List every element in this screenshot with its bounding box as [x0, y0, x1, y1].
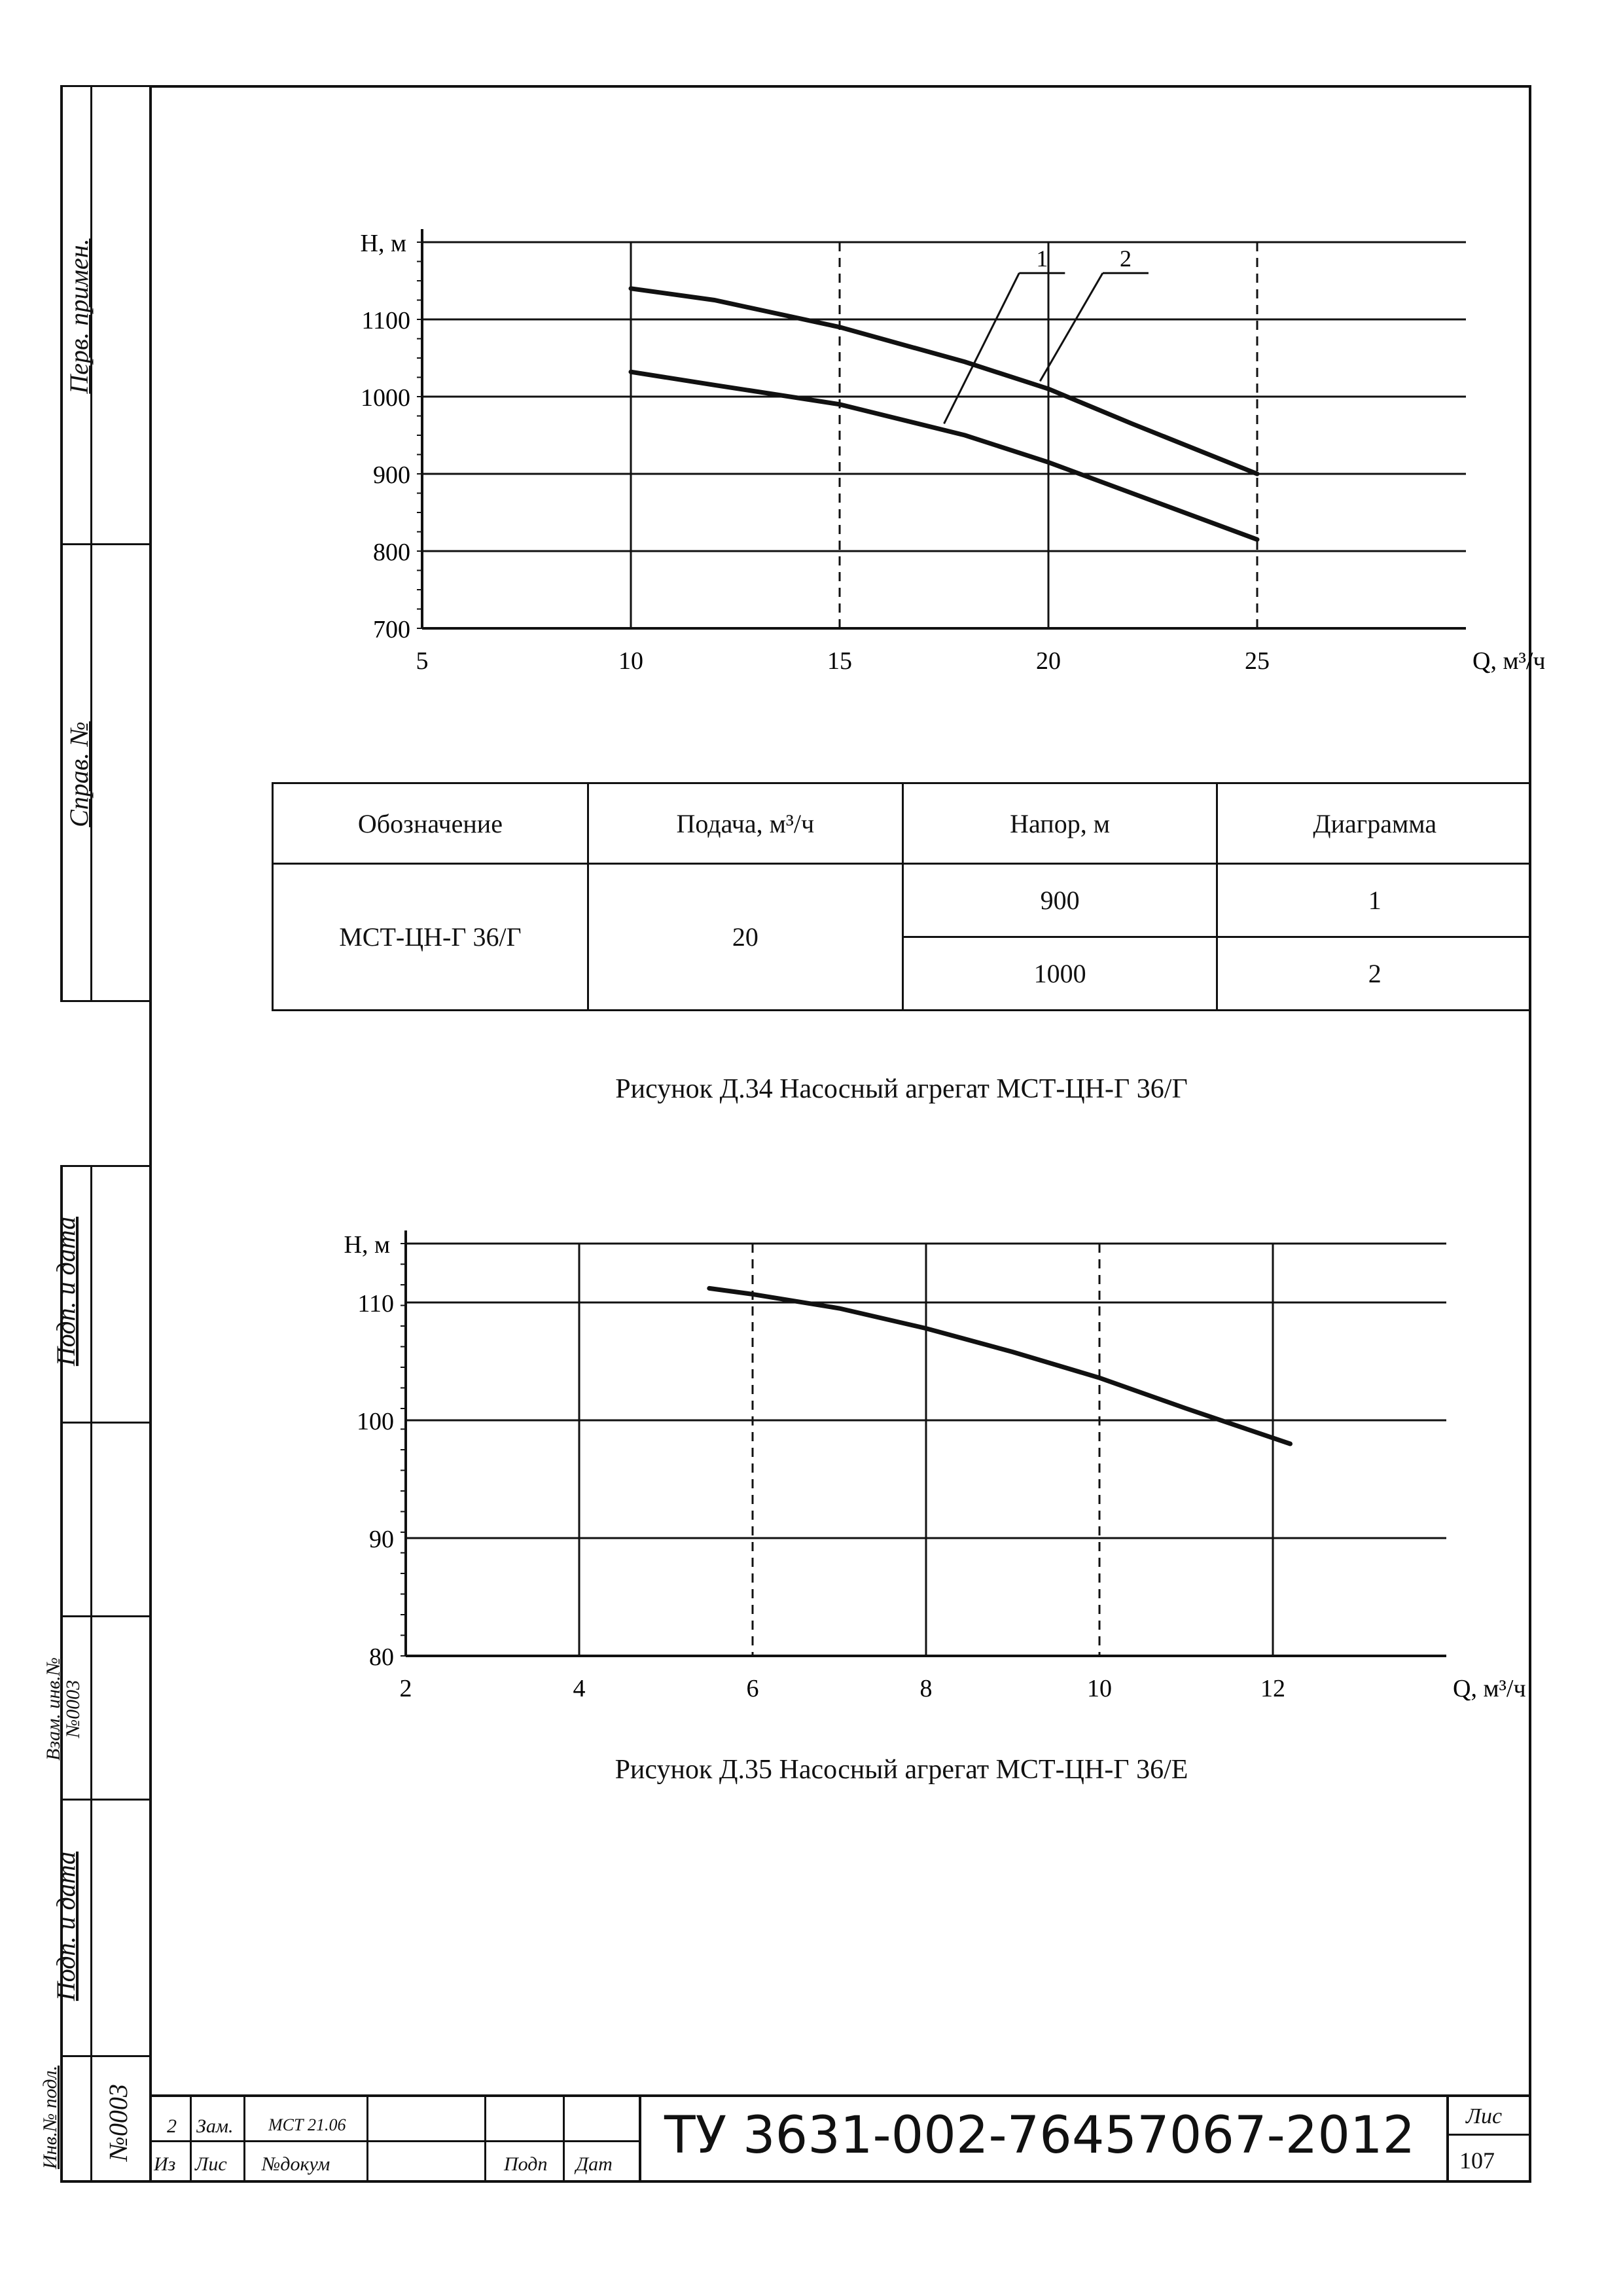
- x-tick-label: 4: [573, 1675, 586, 1702]
- y-axis-label: Н, м: [361, 230, 407, 257]
- x-tick-label: 15: [827, 647, 852, 675]
- sidebar-sprav-no: Справ. №: [64, 721, 94, 827]
- table-cell-head-1: 900: [901, 863, 1219, 938]
- sidebar-vzam-inv-num: №0003: [62, 1679, 84, 1738]
- y-tick-label: 80: [369, 1643, 394, 1671]
- title-block-rev-num: 2: [167, 2115, 177, 2137]
- x-tick-label: 10: [1087, 1675, 1112, 1702]
- table-header-head: Напор, м: [901, 782, 1219, 865]
- table-header-flow: Подача, м³/ч: [586, 782, 904, 865]
- y-tick-label: 100: [357, 1408, 394, 1435]
- chart-1-svg: 700 800 900 1000 1100 5 10 15 20 25 Н, м Q, м³/ч 1 2: [361, 229, 1546, 675]
- spec-table: Обозначение Подача, м³/ч Напор, м Диагра…: [272, 782, 1531, 1011]
- y-tick-label: 90: [369, 1526, 394, 1553]
- sidebar-perv-primen: Перв. примен.: [64, 238, 94, 394]
- table-cell-head-2: 1000: [901, 936, 1219, 1011]
- title-block-col-iz: Из: [154, 2153, 176, 2175]
- y-axis-label: Н, м: [344, 1231, 391, 1259]
- x-tick-label: 25: [1245, 647, 1270, 675]
- x-axis-label: Q, м³/ч: [1453, 1675, 1526, 1702]
- x-tick-label: 10: [618, 647, 643, 675]
- x-tick-label: 8: [920, 1675, 933, 1702]
- y-tick-label: 1000: [361, 384, 410, 412]
- table-cell-flow: 20: [586, 863, 904, 1011]
- x-tick-label: 5: [416, 647, 429, 675]
- series-label-1: 1: [1036, 245, 1048, 272]
- table-header-designation: Обозначение: [272, 782, 589, 865]
- figure-1-caption: Рисунок Д.34 Насосный агрегат МСТ-ЦН-Г 3…: [615, 1074, 1188, 1104]
- y-tick-label: 900: [373, 461, 410, 489]
- document-number: ТУ 3631-002-76457067-2012: [664, 2106, 1416, 2165]
- x-tick-label: 12: [1260, 1675, 1285, 1702]
- table-header-diagram: Диаграмма: [1216, 782, 1531, 865]
- y-tick-label: 1100: [361, 307, 410, 334]
- x-axis-label: Q, м³/ч: [1472, 647, 1544, 675]
- sidebar-vzam-inv: Взам. инв.№: [43, 1657, 64, 1761]
- title-block-change: Зам.: [196, 2115, 234, 2137]
- y-tick-label: 700: [373, 616, 410, 643]
- table-cell-diagram-1: 1: [1216, 863, 1531, 938]
- x-tick-label: 6: [747, 1675, 759, 1702]
- sidebar-podp-data-1: Подп. и дата: [51, 1216, 80, 1367]
- table-cell-designation: МСТ-ЦН-Г 36/Г: [272, 863, 589, 1011]
- title-block-col-dat: Дат: [576, 2153, 613, 2175]
- title-block-doc-ref: МСТ 21.06: [268, 2115, 346, 2134]
- sidebar-inv-podl: Инв.№ подл.: [39, 2065, 61, 2170]
- sheet-label: Лис: [1466, 2104, 1503, 2128]
- title-block-col-podp: Подп: [504, 2153, 548, 2175]
- series-label-1-leader: [943, 272, 1020, 424]
- y-tick-label: 110: [357, 1290, 394, 1318]
- x-tick-label: 2: [400, 1675, 412, 1702]
- title-block-col-doc: №докум: [262, 2153, 330, 2175]
- sidebar-inv-podl-num: №0003: [103, 2084, 133, 2161]
- sidebar-podp-data-2: Подп. и дата: [51, 1851, 80, 2001]
- title-block-col-lis: Лис: [195, 2153, 227, 2175]
- series-label-2-leader: [1039, 272, 1104, 382]
- sheet-number: 107: [1459, 2147, 1495, 2174]
- figure-2-caption: Рисунок Д.35 Насосный агрегат МСТ-ЦН-Г 3…: [615, 1755, 1188, 1785]
- series-label-2: 2: [1120, 245, 1132, 272]
- series-line-1: [707, 1285, 1293, 1446]
- series-line-1: [628, 369, 1260, 542]
- table-cell-diagram-2: 2: [1216, 936, 1531, 1011]
- chart-2-svg: 80 90 100 110 2 4 6 8 10 12 Н, м Q, м³/ч: [344, 1230, 1526, 1702]
- x-tick-label: 20: [1036, 647, 1061, 675]
- series-line-2: [628, 286, 1260, 476]
- chart-1: 700 800 900 1000 1100 5 10 15 20 25 Н, м Q, м³/ч 1 2: [301, 223, 1546, 694]
- chart-2: 80 90 100 110 2 4 6 8 10 12 Н, м Q, м³/ч: [301, 1217, 1544, 1715]
- y-tick-label: 800: [373, 539, 410, 566]
